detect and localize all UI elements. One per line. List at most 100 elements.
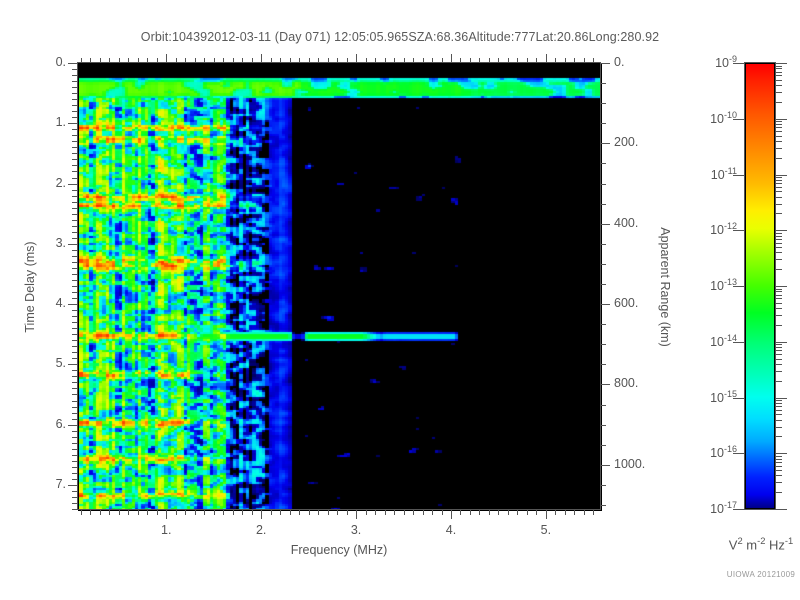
x-axis-top-line	[77, 62, 601, 63]
x-tick-top	[271, 58, 272, 63]
colorbar-tick-minor	[776, 466, 782, 467]
colorbar-tick-label: 10-10	[710, 109, 737, 126]
x-tick-top	[584, 58, 585, 63]
x-tick	[470, 510, 471, 515]
colorbar-top-line	[744, 62, 776, 63]
x-tick-top	[309, 58, 310, 63]
colorbar-tick-minor	[776, 72, 782, 73]
colorbar-tick-major-left	[733, 63, 744, 64]
x-tick-top	[318, 58, 319, 63]
x-tick	[366, 510, 367, 515]
x-tick-top	[442, 58, 443, 63]
y-tick-left	[72, 407, 77, 408]
altitude-value: 777	[514, 30, 536, 44]
y-tick-label-left: 0.	[55, 55, 66, 69]
y-tick-label-right: 800.	[614, 376, 639, 391]
colorbar-right-line	[775, 62, 776, 510]
x-tick-top	[375, 58, 376, 63]
x-tick-label: 4.	[445, 523, 457, 537]
colorbar-tick-major-left	[733, 453, 744, 454]
colorbar-tick-minor	[776, 364, 782, 365]
x-tick-top	[290, 58, 291, 63]
x-tick	[479, 510, 480, 515]
colorbar-gradient	[745, 63, 775, 509]
y-tick-left	[72, 135, 77, 136]
colorbar-tick-major	[776, 175, 787, 176]
colorbar-tick-minor	[776, 354, 782, 355]
x-tick	[508, 510, 509, 515]
x-tick	[233, 510, 234, 515]
colorbar-tick-minor	[776, 456, 782, 457]
y-tick-left	[72, 413, 77, 414]
x-tick	[90, 510, 91, 515]
x-tick	[290, 510, 291, 515]
y-tick-right	[601, 204, 606, 205]
y-tick-left	[72, 214, 77, 215]
colorbar-tick-minor	[776, 315, 782, 316]
y-tick-label-left: 7.	[55, 476, 66, 491]
y-tick-left	[68, 364, 77, 365]
colorbar-tick-minor	[776, 259, 782, 260]
x-tick-top	[242, 58, 243, 63]
colorbar-tick-minor	[776, 191, 782, 192]
colorbar-tick-minor	[776, 68, 782, 69]
colorbar-tick-minor	[776, 121, 782, 122]
colorbar-tick-minor	[776, 410, 782, 411]
colorbar-tick-minor	[776, 414, 782, 415]
y-tick-label-left: 1.	[55, 115, 66, 130]
colorbar-tick-minor	[776, 204, 782, 205]
y-tick-left	[72, 346, 77, 347]
colorbar-tick-major-left	[733, 398, 744, 399]
x-tick	[147, 510, 148, 515]
x-tick-top	[337, 58, 338, 63]
x-tick-top	[252, 58, 253, 63]
colorbar-tick-major-left	[733, 509, 744, 510]
y-tick-left	[72, 479, 77, 480]
y-tick-left	[72, 238, 77, 239]
colorbar-tick-minor	[776, 403, 782, 404]
x-tick-top	[489, 58, 490, 63]
colorbar-tick-minor	[776, 371, 782, 372]
colorbar-tick-minor	[776, 470, 782, 471]
y-tick-right	[601, 163, 606, 164]
y-tick-label-left: 3.	[55, 235, 66, 250]
y-tick-right	[601, 324, 606, 325]
colorbar-tick-label: 10-12	[710, 221, 737, 238]
colorbar-tick-minor	[776, 420, 782, 421]
y-tick-left	[72, 171, 77, 172]
observation-datetime: 2012-03-11 (Day 071) 12:05:05.965	[207, 30, 409, 44]
y-tick-right	[601, 184, 606, 185]
y-tick-left	[72, 226, 77, 227]
x-tick-top	[356, 54, 357, 63]
x-tick	[356, 510, 357, 519]
x-tick	[432, 510, 433, 515]
x-tick	[214, 510, 215, 515]
y-tick-left	[72, 310, 77, 311]
x-tick	[328, 510, 329, 515]
y-tick-left	[72, 340, 77, 341]
y-tick-left	[72, 455, 77, 456]
colorbar-tick-minor	[776, 325, 782, 326]
y-tick-label-right: 200.	[614, 135, 639, 150]
y-tick-left	[72, 69, 77, 70]
long-label: Long:	[588, 30, 621, 44]
colorbar-tick-minor	[776, 85, 782, 86]
x-tick	[394, 510, 395, 515]
y-tick-left	[72, 437, 77, 438]
x-tick-top	[423, 58, 424, 63]
colorbar-tick-minor	[776, 436, 782, 437]
y-tick-label-right: 400.	[614, 215, 639, 230]
y-tick-left	[72, 352, 77, 353]
y-tick-right	[601, 384, 610, 385]
x-tick	[280, 510, 281, 515]
colorbar-tick-major	[776, 63, 787, 64]
y-tick-left	[68, 244, 77, 245]
x-tick	[309, 510, 310, 515]
x-tick	[138, 510, 139, 515]
x-tick-label: 1.	[161, 523, 172, 537]
y-tick-right	[601, 103, 606, 104]
lat-value: 20.86	[556, 30, 589, 44]
colorbar-tick-minor	[776, 475, 782, 476]
y-tick-right	[601, 344, 606, 345]
x-tick-top	[233, 58, 234, 63]
